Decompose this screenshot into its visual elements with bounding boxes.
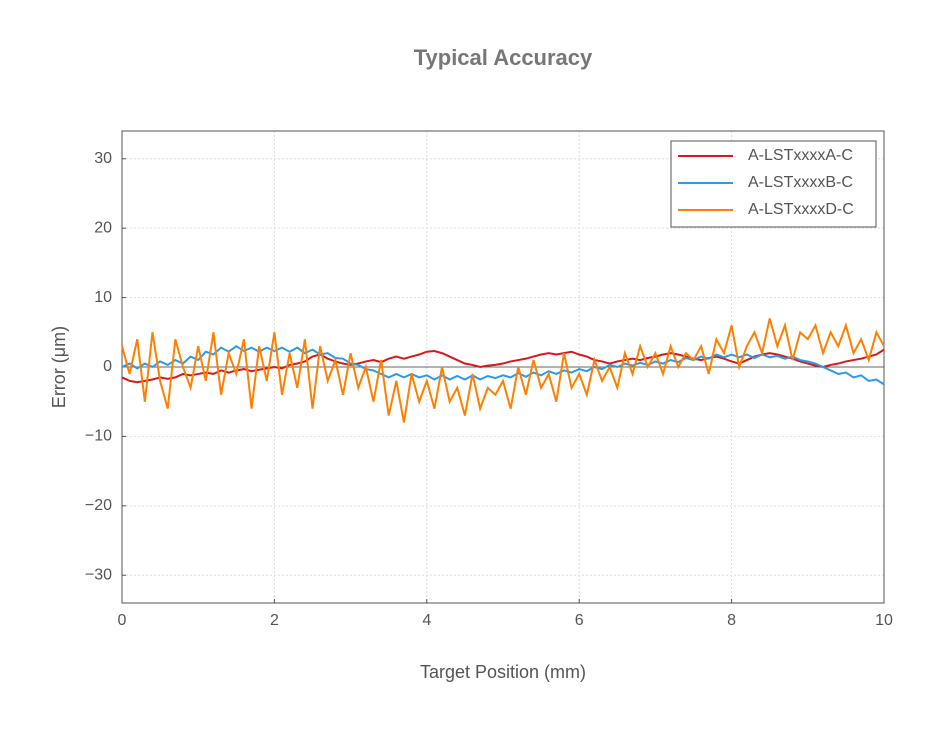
y-tick-label: 0 (103, 358, 112, 375)
series-line (121, 344, 885, 386)
x-axis-label: Target Position (mm) (420, 662, 586, 682)
y-tick-label: −10 (85, 428, 112, 445)
y-axis-label: Error (μm) (49, 326, 69, 408)
x-tick-label: 2 (270, 612, 279, 629)
legend-label: A-LSTxxxxD-C (748, 201, 854, 218)
series-line (121, 348, 885, 384)
series-line (121, 318, 885, 423)
y-tick-label: −30 (85, 566, 112, 583)
y-tick-label: 10 (94, 289, 112, 306)
x-tick-label: 0 (118, 612, 127, 629)
legend-label: A-LSTxxxxB-C (748, 174, 853, 191)
chart-title: Typical Accuracy (414, 45, 593, 70)
x-tick-label: 10 (875, 612, 893, 629)
y-tick-label: −20 (85, 497, 112, 514)
y-tick-label: 20 (94, 219, 112, 236)
x-tick-label: 8 (727, 612, 736, 629)
x-tick-label: 6 (575, 612, 584, 629)
x-tick-label: 4 (422, 612, 431, 629)
y-tick-label: 30 (94, 150, 112, 167)
legend-label: A-LSTxxxxA-C (748, 147, 853, 164)
